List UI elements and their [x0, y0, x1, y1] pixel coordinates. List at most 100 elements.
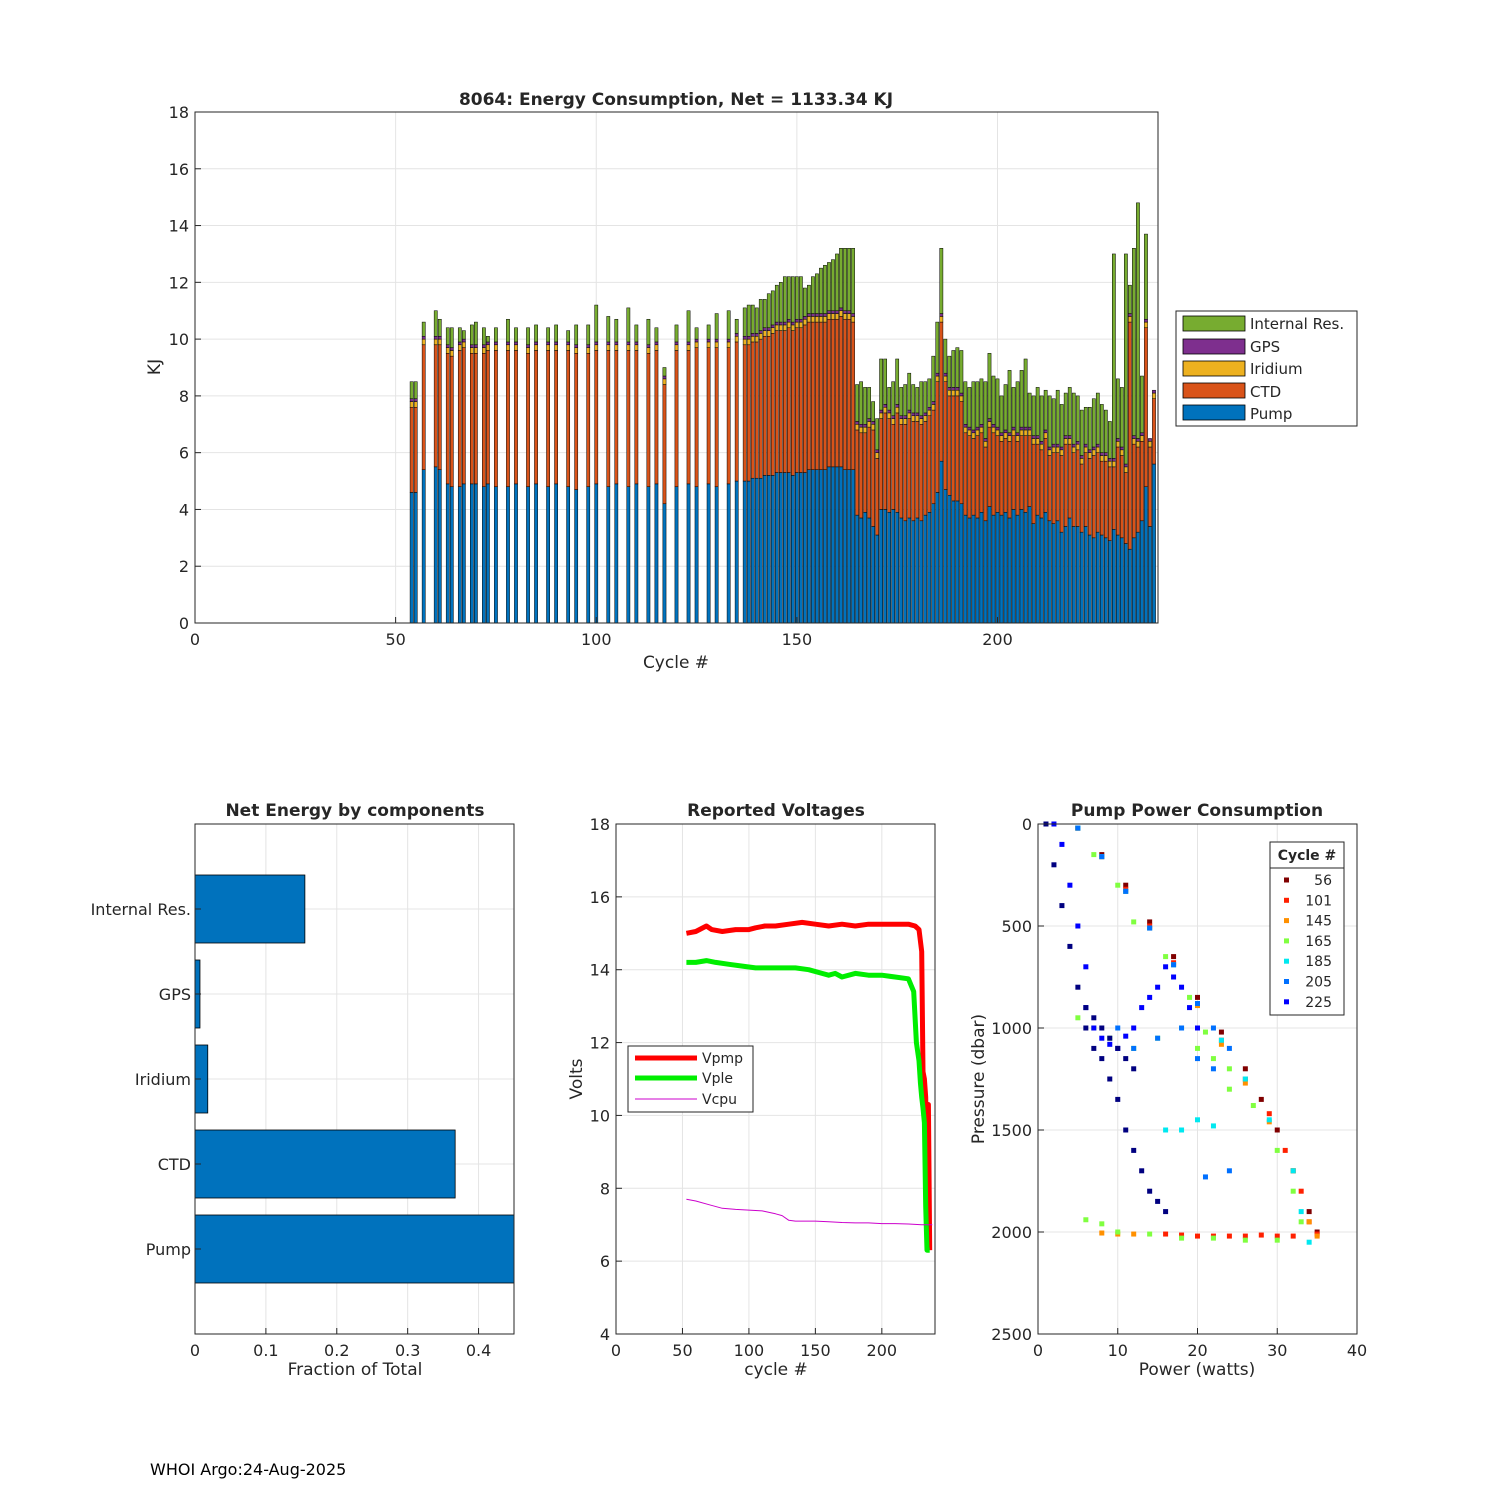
bar-internal-res — [778, 282, 783, 323]
bar-pump — [1107, 540, 1112, 624]
bar-gps — [726, 338, 731, 343]
scatter-point — [1139, 1005, 1145, 1011]
bar-iridium — [1099, 455, 1104, 462]
bar-gps — [903, 415, 908, 419]
bar-gps — [714, 338, 719, 343]
bar-internal-res — [494, 327, 498, 343]
bar-internal-res — [614, 318, 619, 343]
scatter-point — [1242, 1076, 1248, 1082]
bar-ctd — [413, 406, 418, 493]
bar-ctd — [1144, 327, 1148, 487]
bar-ctd — [799, 327, 803, 473]
bar-internal-res — [686, 310, 691, 343]
bar-ctd — [1095, 452, 1100, 533]
bar-iridium — [807, 316, 811, 323]
bar-pump — [614, 483, 619, 624]
bar-pump — [474, 483, 478, 624]
bar-pump — [999, 514, 1004, 624]
y-tick-label: 2000 — [991, 1223, 1032, 1242]
bar-iridium — [907, 412, 912, 419]
bar-pump — [799, 472, 803, 624]
scatter-point — [1258, 1096, 1264, 1102]
bar-gps — [975, 426, 980, 431]
energy-x-ticks: 0 50 100 150 200 — [190, 617, 1013, 649]
bar-pump — [971, 514, 976, 624]
energy-legend: Internal Res. GPS Iridium CTD Pump — [1175, 310, 1358, 427]
bar-ctd — [1071, 452, 1076, 527]
bar-gps — [935, 372, 940, 377]
bar-ctd — [863, 432, 867, 513]
bar-gps — [1103, 452, 1108, 456]
bar-gps — [939, 313, 944, 317]
bar-internal-res — [839, 248, 843, 309]
bar-ctd — [726, 347, 731, 485]
bar-ctd — [1067, 443, 1072, 519]
bar-iridium — [971, 432, 976, 439]
bar-ctd — [594, 350, 599, 485]
bar-internal-res — [654, 327, 659, 343]
bar-ctd — [971, 438, 976, 516]
scatter-point — [1195, 1045, 1200, 1051]
bar-ctd — [706, 347, 711, 485]
bar-ctd — [1140, 441, 1144, 522]
bar-gps — [859, 424, 863, 428]
scatter-point — [1210, 1025, 1216, 1031]
bar-ctd — [786, 327, 791, 473]
bar-ctd — [474, 353, 478, 485]
bar-gps — [1075, 441, 1080, 445]
bar-ctd — [807, 321, 811, 470]
bar-gps — [1071, 443, 1076, 448]
bar-gps — [1091, 446, 1096, 451]
bar-iridium — [1043, 432, 1048, 439]
scatter-point — [1179, 984, 1185, 990]
bar-gps — [811, 313, 815, 317]
bar-internal-res — [1019, 370, 1024, 428]
bar-gps — [470, 344, 474, 348]
bar-ctd — [1035, 443, 1040, 516]
bar-gps — [1015, 432, 1020, 436]
bar-gps — [1152, 389, 1156, 394]
bar-pump — [899, 517, 904, 624]
bar-ctd — [935, 381, 940, 493]
y-tick-label: 14 — [169, 217, 189, 236]
bar-internal-res — [1003, 384, 1008, 431]
bar-ctd — [626, 350, 631, 487]
bar-internal-res — [1103, 409, 1108, 453]
bar-iridium — [803, 318, 807, 326]
scatter-point — [1147, 925, 1153, 931]
bar-internal-res — [1011, 387, 1016, 428]
bar-gps — [626, 341, 631, 346]
bar-iridium — [782, 324, 787, 331]
legend-label-pump: Pump — [1250, 405, 1292, 423]
bar-pump — [807, 469, 811, 624]
bar-internal-res — [1120, 387, 1124, 448]
bar-gps — [514, 341, 518, 346]
bar-ctd — [1031, 443, 1036, 524]
bar-iridium — [1011, 429, 1016, 436]
bar-gps — [815, 313, 819, 317]
bar-ctd — [1148, 446, 1152, 527]
bar-gps — [449, 347, 454, 351]
bar-gps — [979, 424, 984, 428]
pump-y-ticks: 0 500 1000 1500 2000 2500 — [991, 815, 1044, 1344]
pump-legend-box — [1269, 841, 1345, 1016]
bar-internal-res — [831, 259, 835, 311]
bar-pump — [449, 486, 454, 624]
bar-internal-res — [742, 307, 747, 337]
bar-iridium — [799, 321, 803, 329]
bar-ctd — [1039, 449, 1044, 519]
bar-ctd — [931, 409, 936, 505]
bar-pump — [923, 514, 928, 624]
bar-pump — [1007, 517, 1012, 624]
bar-ctd — [457, 350, 462, 487]
bar-gps — [433, 336, 438, 340]
pump-legend-label: 101 — [1305, 893, 1332, 909]
bar-gps — [803, 316, 807, 320]
bar-iridium — [1152, 392, 1156, 399]
x-tick-label: 0.1 — [253, 1341, 278, 1360]
bar-gps — [574, 344, 579, 348]
footer-stamp: WHOI Argo:24-Aug-2025 — [150, 1460, 347, 1479]
bar-iridium — [1107, 460, 1112, 468]
scatter-point — [1195, 1001, 1200, 1007]
bar-gps — [955, 387, 960, 391]
